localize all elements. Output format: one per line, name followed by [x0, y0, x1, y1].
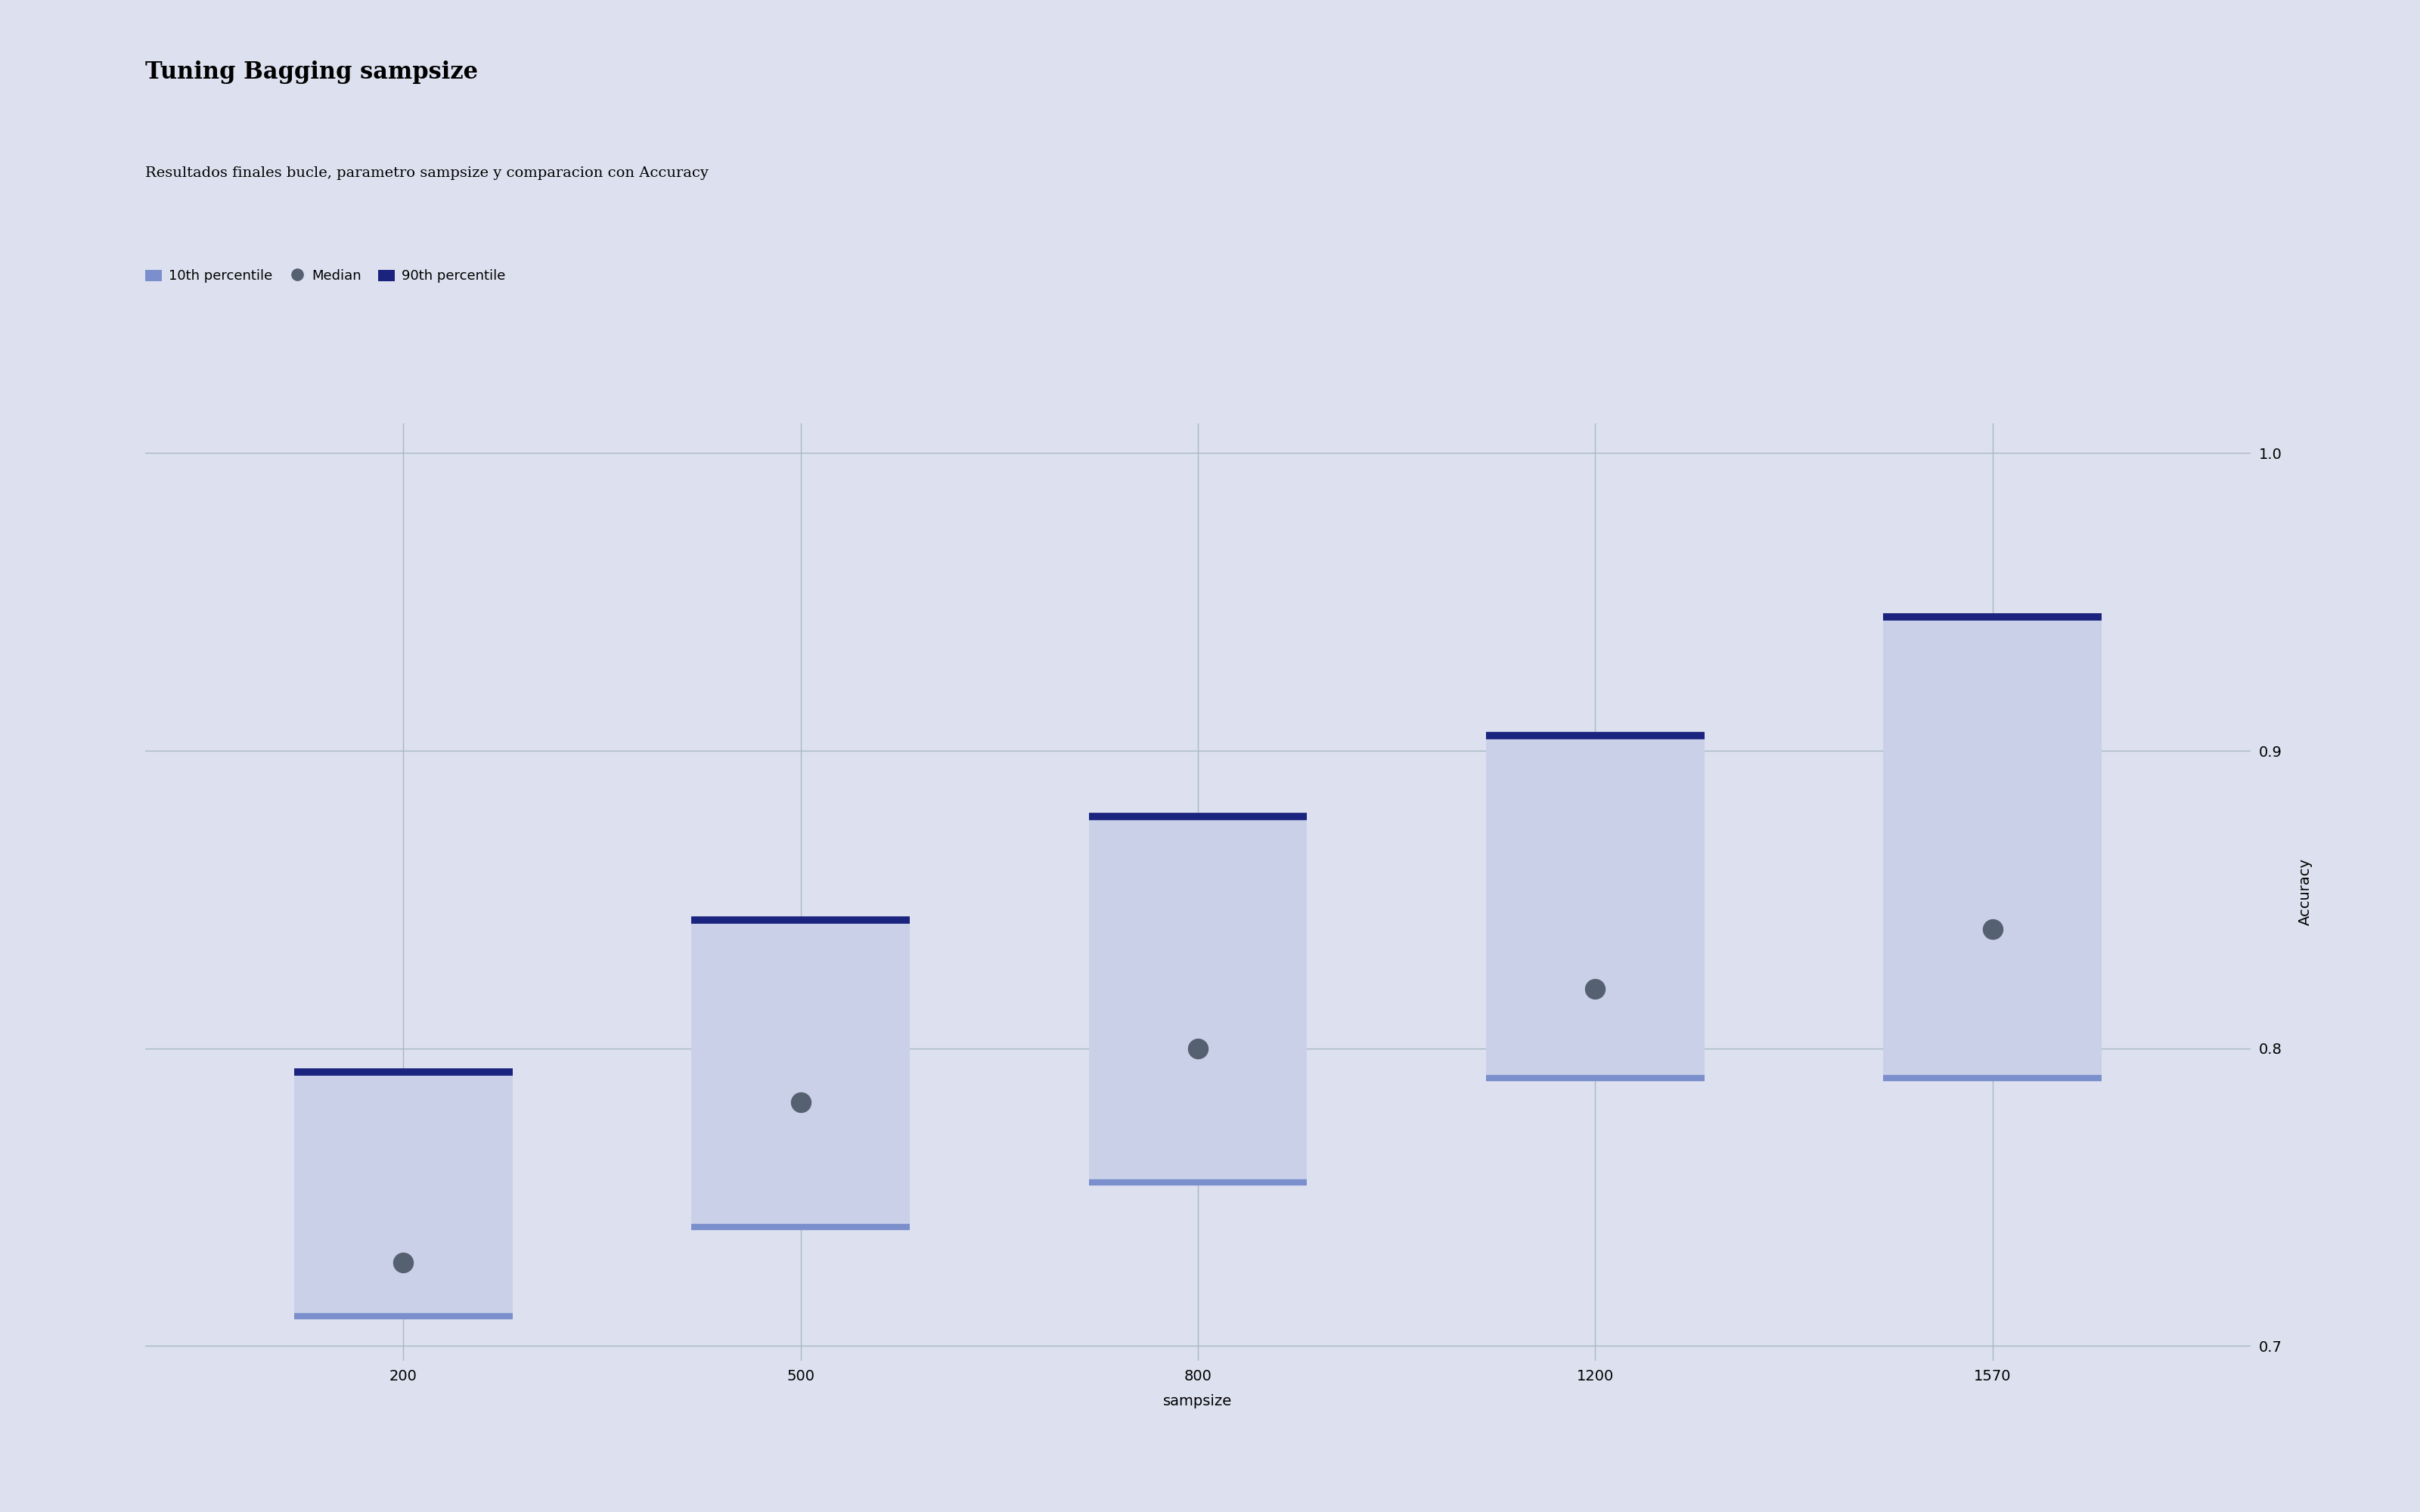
- X-axis label: sampsize: sampsize: [1164, 1394, 1232, 1409]
- Point: [385, 1250, 424, 1275]
- Bar: [295, 1072, 513, 1315]
- Bar: [1883, 617, 2101, 1078]
- Point: [1972, 918, 2011, 942]
- Text: Tuning Bagging sampsize: Tuning Bagging sampsize: [145, 60, 479, 83]
- Text: Resultados finales bucle, parametro sampsize y comparacion con Accuracy: Resultados finales bucle, parametro samp…: [145, 166, 709, 180]
- Point: [782, 1090, 820, 1114]
- Y-axis label: Accuracy: Accuracy: [2299, 859, 2314, 925]
- Bar: [1089, 816, 1307, 1182]
- Legend: 10th percentile, Median, 90th percentile: 10th percentile, Median, 90th percentile: [140, 265, 511, 289]
- Point: [1179, 1036, 1217, 1060]
- Bar: [1486, 736, 1704, 1078]
- Point: [1575, 977, 1614, 1001]
- Bar: [692, 921, 910, 1226]
